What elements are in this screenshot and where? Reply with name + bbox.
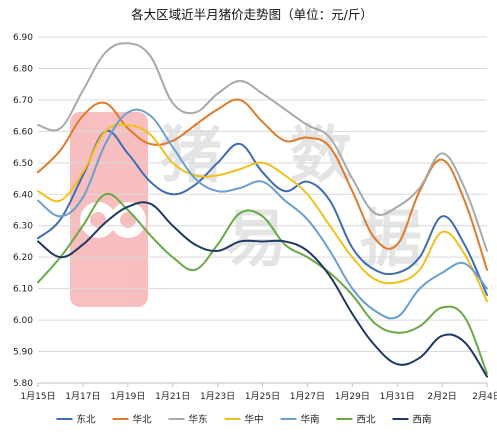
x-tick-label: 1月15日 <box>20 391 55 402</box>
y-tick-label: 6.30 <box>13 222 33 232</box>
legend-label: 华南 <box>301 414 320 426</box>
series-line-2 <box>37 98 488 271</box>
series-line-6 <box>37 192 488 375</box>
y-tick-label: 6.60 <box>13 127 33 137</box>
x-tick-label: 2月4日 <box>472 391 497 402</box>
watermark-text-2: 易 <box>225 202 287 275</box>
y-tick-label: 6.40 <box>13 190 33 200</box>
grid <box>38 36 487 384</box>
x-tick-label: 1月27日 <box>290 391 325 402</box>
y-tick-label: 6.20 <box>13 253 33 263</box>
series-line-3 <box>37 42 488 252</box>
legend-label: 华北 <box>133 414 153 426</box>
legend-label: 西南 <box>413 414 432 426</box>
x-tick-label: 2月2日 <box>427 391 456 402</box>
y-tick-label: 6.90 <box>13 33 33 43</box>
x-tick-label: 1月17日 <box>65 391 100 402</box>
series-lines <box>37 42 488 378</box>
x-tick-label: 1月19日 <box>110 391 145 402</box>
y-tick-label: 6.50 <box>13 159 33 169</box>
series-line-4 <box>37 123 488 303</box>
watermark-text-1: 猪 <box>160 118 222 191</box>
watermark-text-3: 数 <box>290 118 352 191</box>
watermark-logo-dot-right-inner <box>120 212 136 228</box>
watermark-logo: 猪 易 数 据 <box>70 112 422 307</box>
y-tick-label: 6.00 <box>13 316 33 326</box>
y-tick-label: 6.80 <box>13 64 33 74</box>
x-tick-label: 1月29日 <box>335 391 370 402</box>
y-tick-label: 6.70 <box>13 96 33 106</box>
legend-label: 华中 <box>245 414 264 426</box>
axes: 6.90 6.80 6.70 6.60 6.50 6.40 6.30 6.20 6.10 6.00… <box>13 33 497 402</box>
series-line-7 <box>37 201 488 378</box>
legend-label: 华东 <box>189 414 208 426</box>
legend-label: 西北 <box>357 415 377 426</box>
legend: 东北 华北 华东 华中 华南 西北 西南 <box>56 414 432 426</box>
watermark-text-4: 据 <box>360 202 422 275</box>
x-tick-label: 1月25日 <box>245 391 280 402</box>
watermark-logo-dot-left-inner <box>90 212 106 228</box>
x-tick-label: 1月23日 <box>200 391 235 402</box>
x-tick-label: 1月31日 <box>380 391 415 402</box>
x-tick-label: 1月21日 <box>155 391 190 402</box>
series-line-5 <box>37 108 488 320</box>
y-tick-label: 5.80 <box>13 379 33 389</box>
y-tick-label: 5.90 <box>13 348 33 358</box>
y-tick-label: 6.10 <box>13 285 33 295</box>
chart-title: 各大区域近半月猪价走势图（单位：元/斤） <box>131 7 373 22</box>
legend-label: 东北 <box>77 414 97 426</box>
